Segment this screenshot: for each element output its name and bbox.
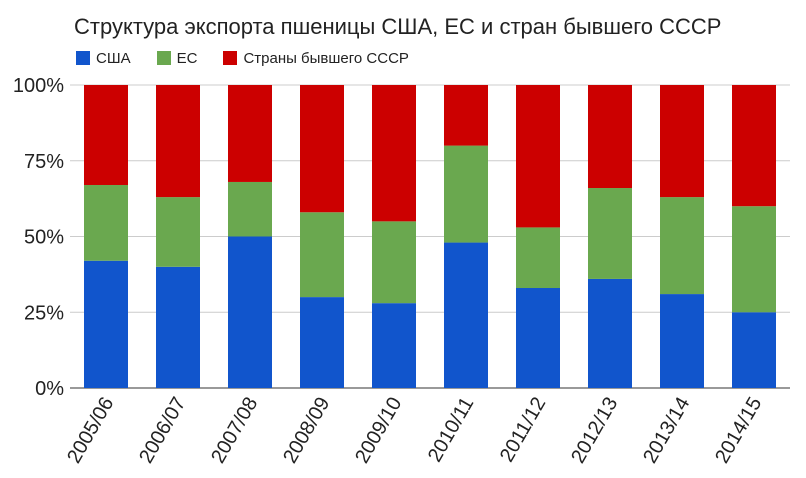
x-tick-label: 2006/07 [135,394,190,468]
legend: США ЕС Страны бывшего СССР [76,49,435,67]
bar-segment [444,242,488,388]
y-tick-label: 75% [24,151,64,173]
x-tick-label: 2005/06 [63,394,118,468]
x-tick-label: 2014/15 [711,394,766,468]
x-tick-label: 2013/14 [639,394,694,468]
bar-segment [588,278,632,388]
bar-segment [516,85,560,228]
x-tick-label: 2011/12 [496,394,550,466]
bar-segment [444,85,488,146]
bar-segment [300,212,344,298]
y-tick-label: 25% [24,302,64,324]
bar-segment [372,303,416,388]
chart-title: Структура экспорта пшеницы США, ЕС и стр… [74,14,722,39]
bar-segment [84,184,128,261]
bar-segment [84,260,128,388]
y-axis-ticks: 0% 25% 50% 75% 100% [13,75,64,400]
bars [84,85,776,388]
bar-segment [300,85,344,213]
legend-swatch-ussr [223,51,238,65]
x-tick-label: 2008/09 [279,394,334,468]
bar-segment [732,206,776,313]
legend-swatch-eu [156,51,171,65]
bar-segment [516,288,560,388]
legend-label-ussr: Страны бывшего СССР [243,49,409,67]
bar-segment [156,85,200,198]
bar-segment [84,85,128,185]
bar-segment [372,221,416,304]
legend-label-eu: ЕС [176,49,198,67]
bar-segment [660,197,704,295]
bar-segment [300,297,344,388]
bar-segment [516,227,560,289]
bar-segment [660,85,704,198]
y-tick-label: 100% [13,75,64,97]
y-tick-label: 50% [24,227,64,249]
x-tick-label: 2010/11 [424,394,478,466]
bar-segment [156,266,200,388]
legend-item-usa: США [76,50,131,67]
bar-segment [732,85,776,207]
bar-segment [156,197,200,267]
x-tick-label: 2009/10 [351,394,406,468]
x-tick-label: 2007/08 [207,394,262,468]
bar-segment [228,85,272,182]
bar-segment [732,312,776,388]
bar-segment [228,181,272,237]
x-tick-label: 2012/13 [567,394,622,468]
legend-item-eu: ЕС [156,49,198,67]
bar-segment [588,188,632,279]
y-tick-label: 0% [35,378,64,400]
legend-label-usa: США [96,49,131,67]
bar-segment [372,85,416,222]
x-axis-ticks: 2005/06 2006/07 2007/08 2008/09 2009/10 2010/… [63,394,766,468]
bar-segment [444,145,488,243]
legend-swatch-usa [76,51,90,65]
bar-segment [228,236,272,388]
bar-segment [588,85,632,189]
legend-item-ussr: Страны бывшего СССР [223,50,409,67]
bar-segment [660,294,704,388]
